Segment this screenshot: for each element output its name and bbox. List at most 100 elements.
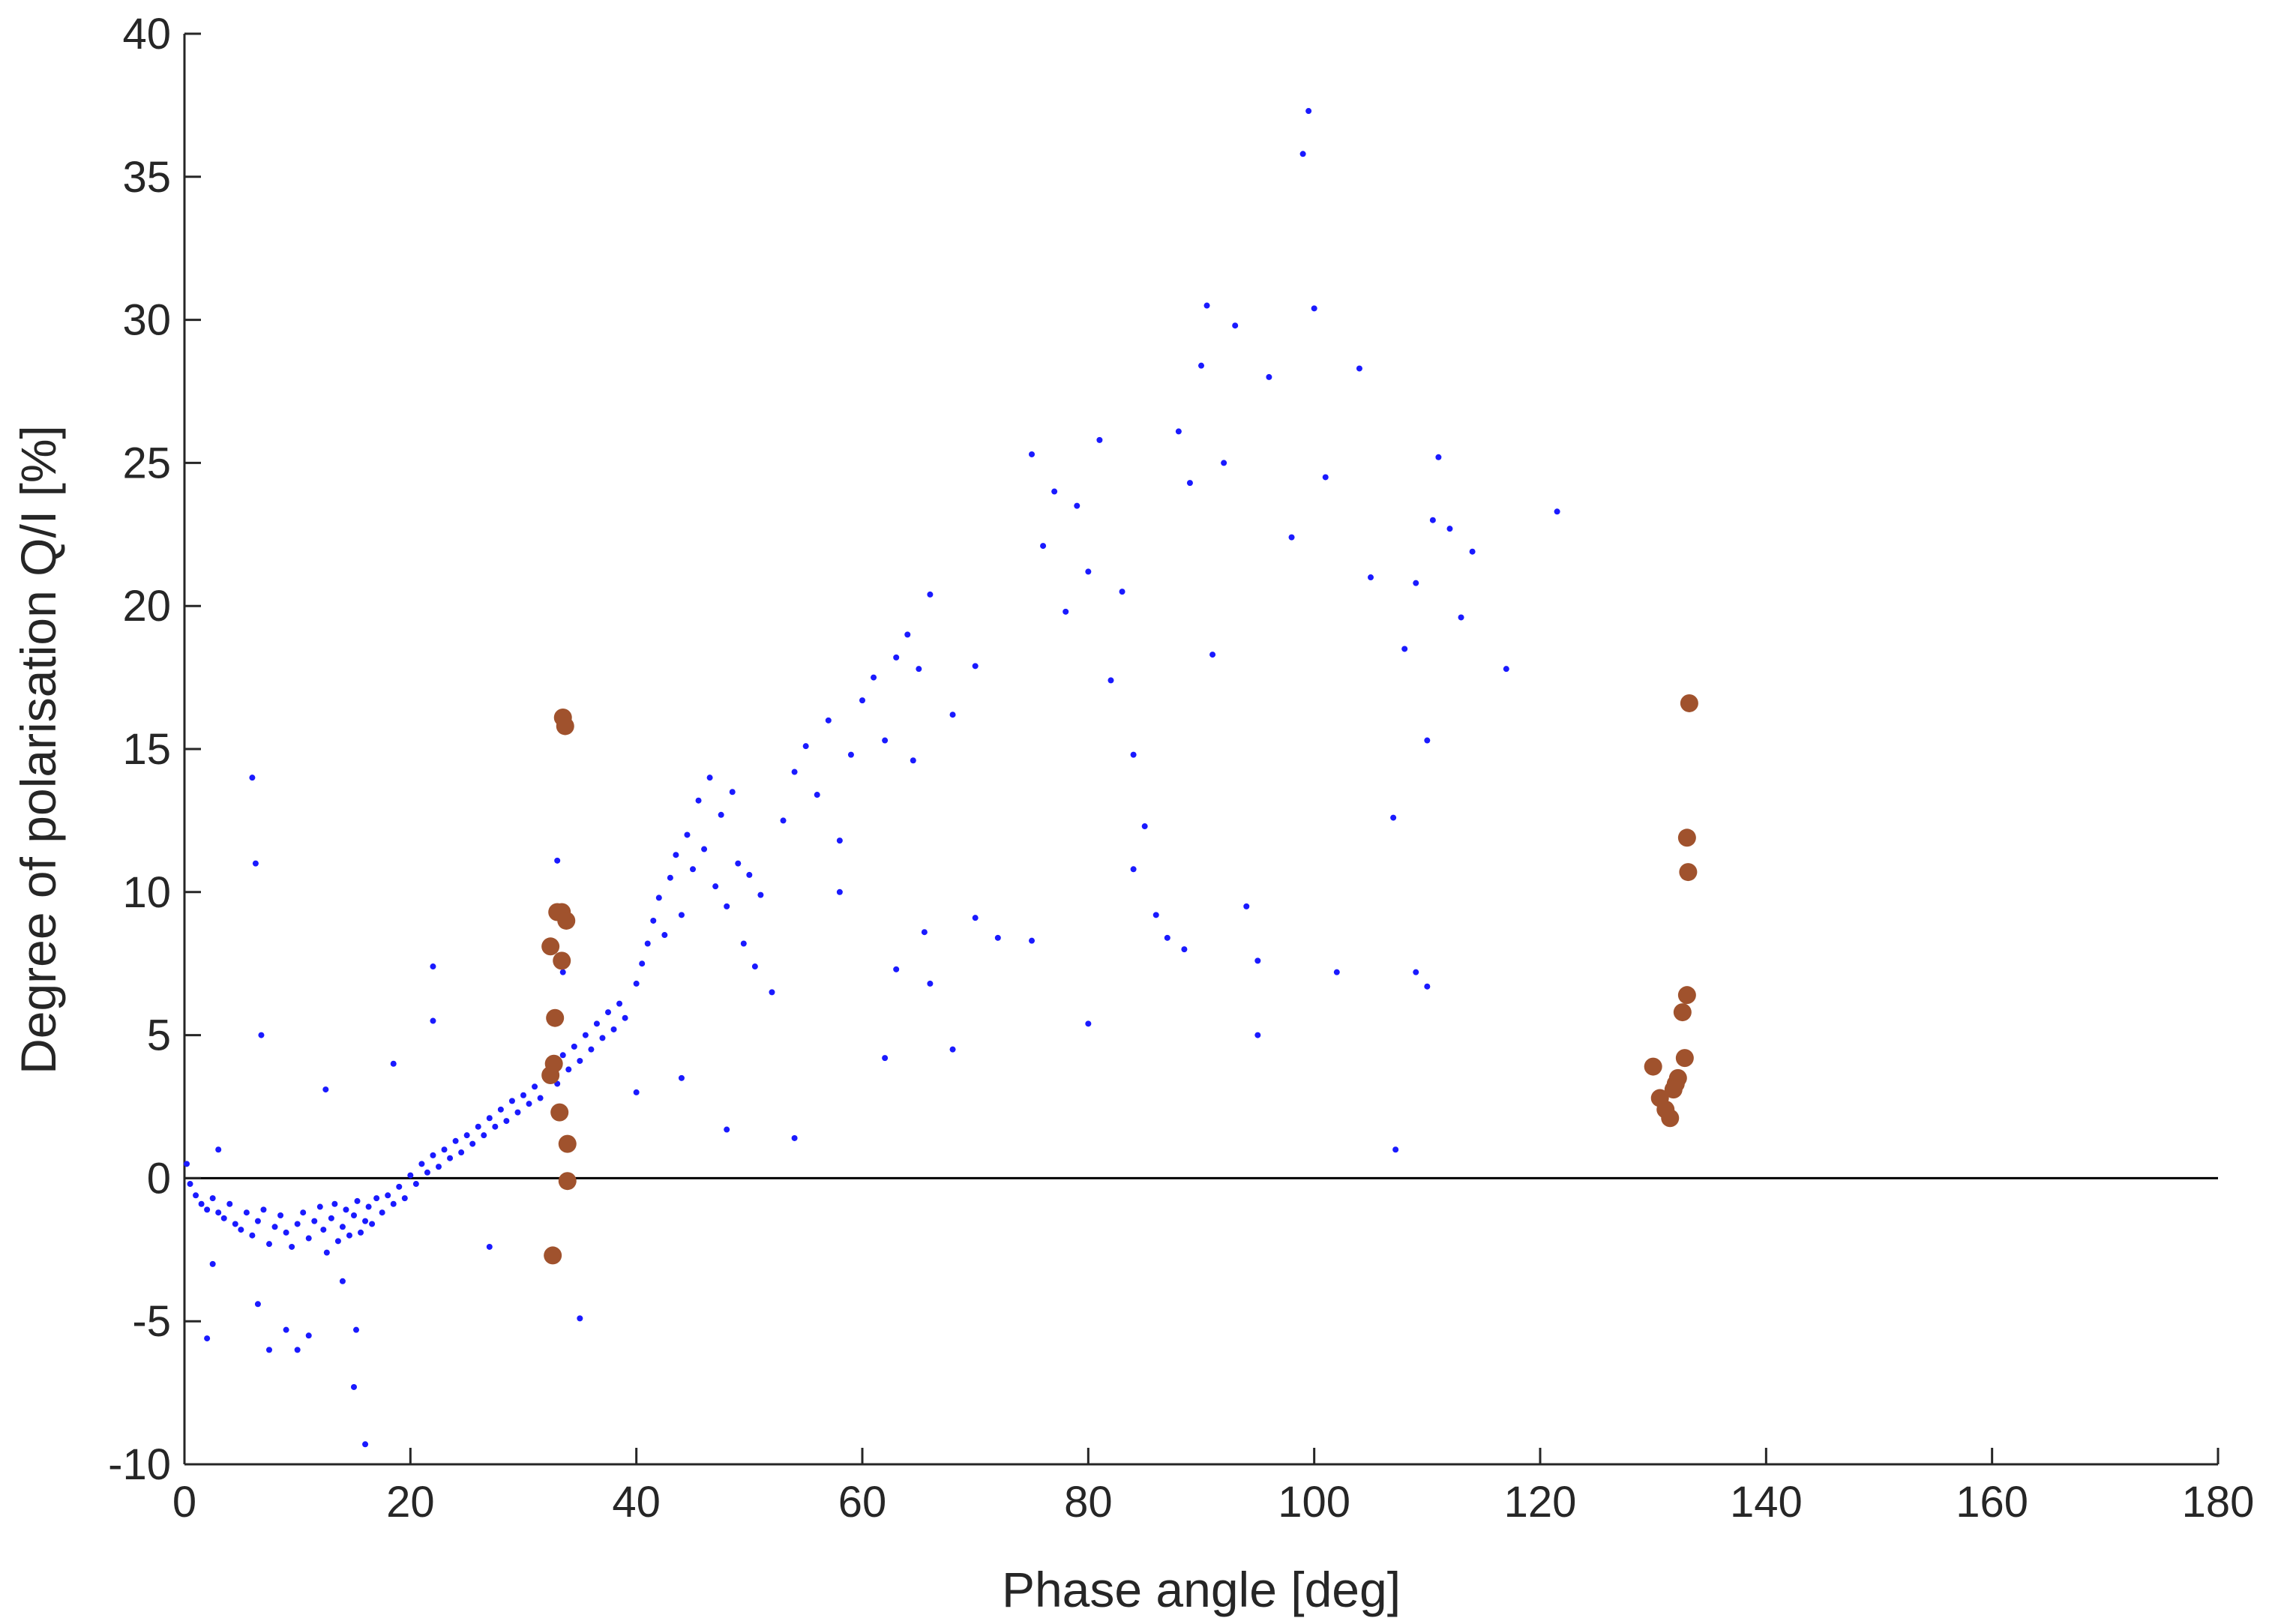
small-data-point bbox=[1503, 666, 1509, 673]
small-data-point bbox=[486, 1243, 493, 1250]
small-data-point bbox=[678, 1074, 685, 1081]
small-data-point bbox=[757, 891, 764, 898]
small-data-point bbox=[836, 888, 843, 895]
small-data-point bbox=[1458, 614, 1464, 621]
small-data-point bbox=[1198, 362, 1204, 369]
small-data-point bbox=[271, 1224, 278, 1230]
small-data-point bbox=[577, 1315, 583, 1322]
small-data-point bbox=[294, 1221, 301, 1227]
small-data-point bbox=[921, 929, 928, 936]
small-data-point bbox=[447, 1155, 454, 1161]
small-data-point bbox=[1096, 436, 1103, 443]
small-data-point bbox=[1413, 580, 1419, 586]
small-data-point bbox=[463, 1132, 470, 1139]
small-data-point bbox=[430, 1017, 436, 1024]
small-data-point bbox=[283, 1229, 289, 1236]
small-data-point bbox=[1390, 814, 1397, 821]
small-data-point bbox=[260, 1206, 267, 1213]
y-tick-label: 25 bbox=[122, 439, 171, 487]
small-data-point bbox=[882, 737, 889, 744]
small-data-point bbox=[655, 894, 662, 901]
small-data-point bbox=[661, 932, 668, 939]
small-data-point bbox=[249, 775, 256, 781]
small-data-point bbox=[385, 1192, 391, 1199]
small-data-point bbox=[802, 743, 809, 750]
series-large-points bbox=[541, 694, 1698, 1265]
small-data-point bbox=[791, 1134, 798, 1141]
small-data-point bbox=[751, 963, 758, 970]
small-data-point bbox=[532, 1083, 538, 1090]
small-data-point bbox=[334, 1238, 341, 1245]
small-data-point bbox=[220, 1215, 227, 1221]
small-data-point bbox=[452, 1137, 459, 1144]
small-data-point bbox=[481, 1132, 487, 1139]
small-data-point bbox=[650, 917, 657, 924]
small-data-point bbox=[1424, 737, 1431, 744]
small-data-point bbox=[1401, 646, 1408, 652]
small-data-point bbox=[610, 1026, 617, 1032]
small-data-point bbox=[424, 1169, 430, 1176]
small-data-point bbox=[577, 1057, 583, 1064]
small-data-point bbox=[430, 963, 436, 970]
large-data-point bbox=[1664, 1080, 1683, 1099]
small-data-point bbox=[1074, 502, 1081, 509]
small-data-point bbox=[305, 1332, 312, 1339]
y-tick-label: 10 bbox=[122, 868, 171, 917]
small-data-point bbox=[1063, 608, 1069, 615]
small-data-point bbox=[718, 811, 724, 818]
small-data-point bbox=[254, 1301, 261, 1308]
small-data-point bbox=[497, 1106, 504, 1113]
large-data-point bbox=[1680, 694, 1698, 712]
small-data-point bbox=[814, 792, 820, 799]
x-tick-label: 20 bbox=[386, 1478, 435, 1527]
small-data-point bbox=[358, 1229, 364, 1236]
y-tick-label: -10 bbox=[108, 1440, 171, 1489]
large-data-point bbox=[558, 1172, 577, 1191]
small-data-point bbox=[346, 1232, 352, 1239]
y-tick-label: 5 bbox=[147, 1011, 171, 1060]
small-data-point bbox=[430, 1152, 436, 1158]
large-data-point bbox=[558, 1134, 577, 1153]
large-data-point bbox=[550, 1103, 569, 1122]
small-data-point bbox=[353, 1326, 360, 1333]
small-data-point bbox=[916, 666, 922, 673]
small-data-point bbox=[1085, 568, 1092, 575]
y-tick-label: 15 bbox=[122, 725, 171, 774]
x-tick-label: 60 bbox=[838, 1478, 887, 1527]
y-axis-label: Degree of polarisation Q/I [%] bbox=[10, 425, 66, 1074]
small-data-point bbox=[508, 1098, 515, 1104]
y-tick-label: 40 bbox=[122, 10, 171, 58]
large-data-point bbox=[1644, 1057, 1662, 1076]
small-data-point bbox=[441, 1146, 448, 1153]
small-data-point bbox=[339, 1224, 346, 1230]
small-data-point bbox=[1164, 934, 1170, 941]
large-data-point bbox=[1675, 1049, 1694, 1068]
small-data-point bbox=[1435, 454, 1442, 460]
small-data-point bbox=[193, 1192, 199, 1199]
y-tick-label: 0 bbox=[147, 1154, 171, 1203]
small-data-point bbox=[616, 1000, 623, 1007]
large-data-point bbox=[1673, 1003, 1692, 1022]
small-data-point bbox=[1266, 373, 1272, 380]
small-data-point bbox=[469, 1140, 476, 1147]
large-data-point bbox=[541, 1066, 560, 1085]
small-data-point bbox=[249, 1232, 256, 1239]
large-data-point bbox=[546, 1008, 565, 1027]
small-data-point bbox=[289, 1243, 295, 1250]
small-data-point bbox=[1186, 480, 1193, 487]
small-data-point bbox=[633, 980, 640, 987]
x-tick-label: 180 bbox=[2182, 1478, 2255, 1527]
small-data-point bbox=[1108, 677, 1114, 684]
small-data-point bbox=[412, 1181, 419, 1188]
small-data-point bbox=[283, 1326, 289, 1333]
small-data-point bbox=[735, 860, 742, 867]
y-tick-label: 30 bbox=[122, 296, 171, 345]
small-data-point bbox=[893, 966, 900, 972]
small-data-point bbox=[458, 1149, 465, 1156]
plot-area: 0 20 40 60 80 100 120 140 160 180 -10 -5 0 5 10 15 20 25… bbox=[108, 10, 2254, 1527]
small-data-point bbox=[294, 1347, 301, 1353]
small-data-point bbox=[1243, 903, 1250, 909]
small-data-point bbox=[1152, 912, 1159, 918]
small-data-point bbox=[565, 1066, 572, 1073]
small-data-point bbox=[667, 874, 673, 881]
